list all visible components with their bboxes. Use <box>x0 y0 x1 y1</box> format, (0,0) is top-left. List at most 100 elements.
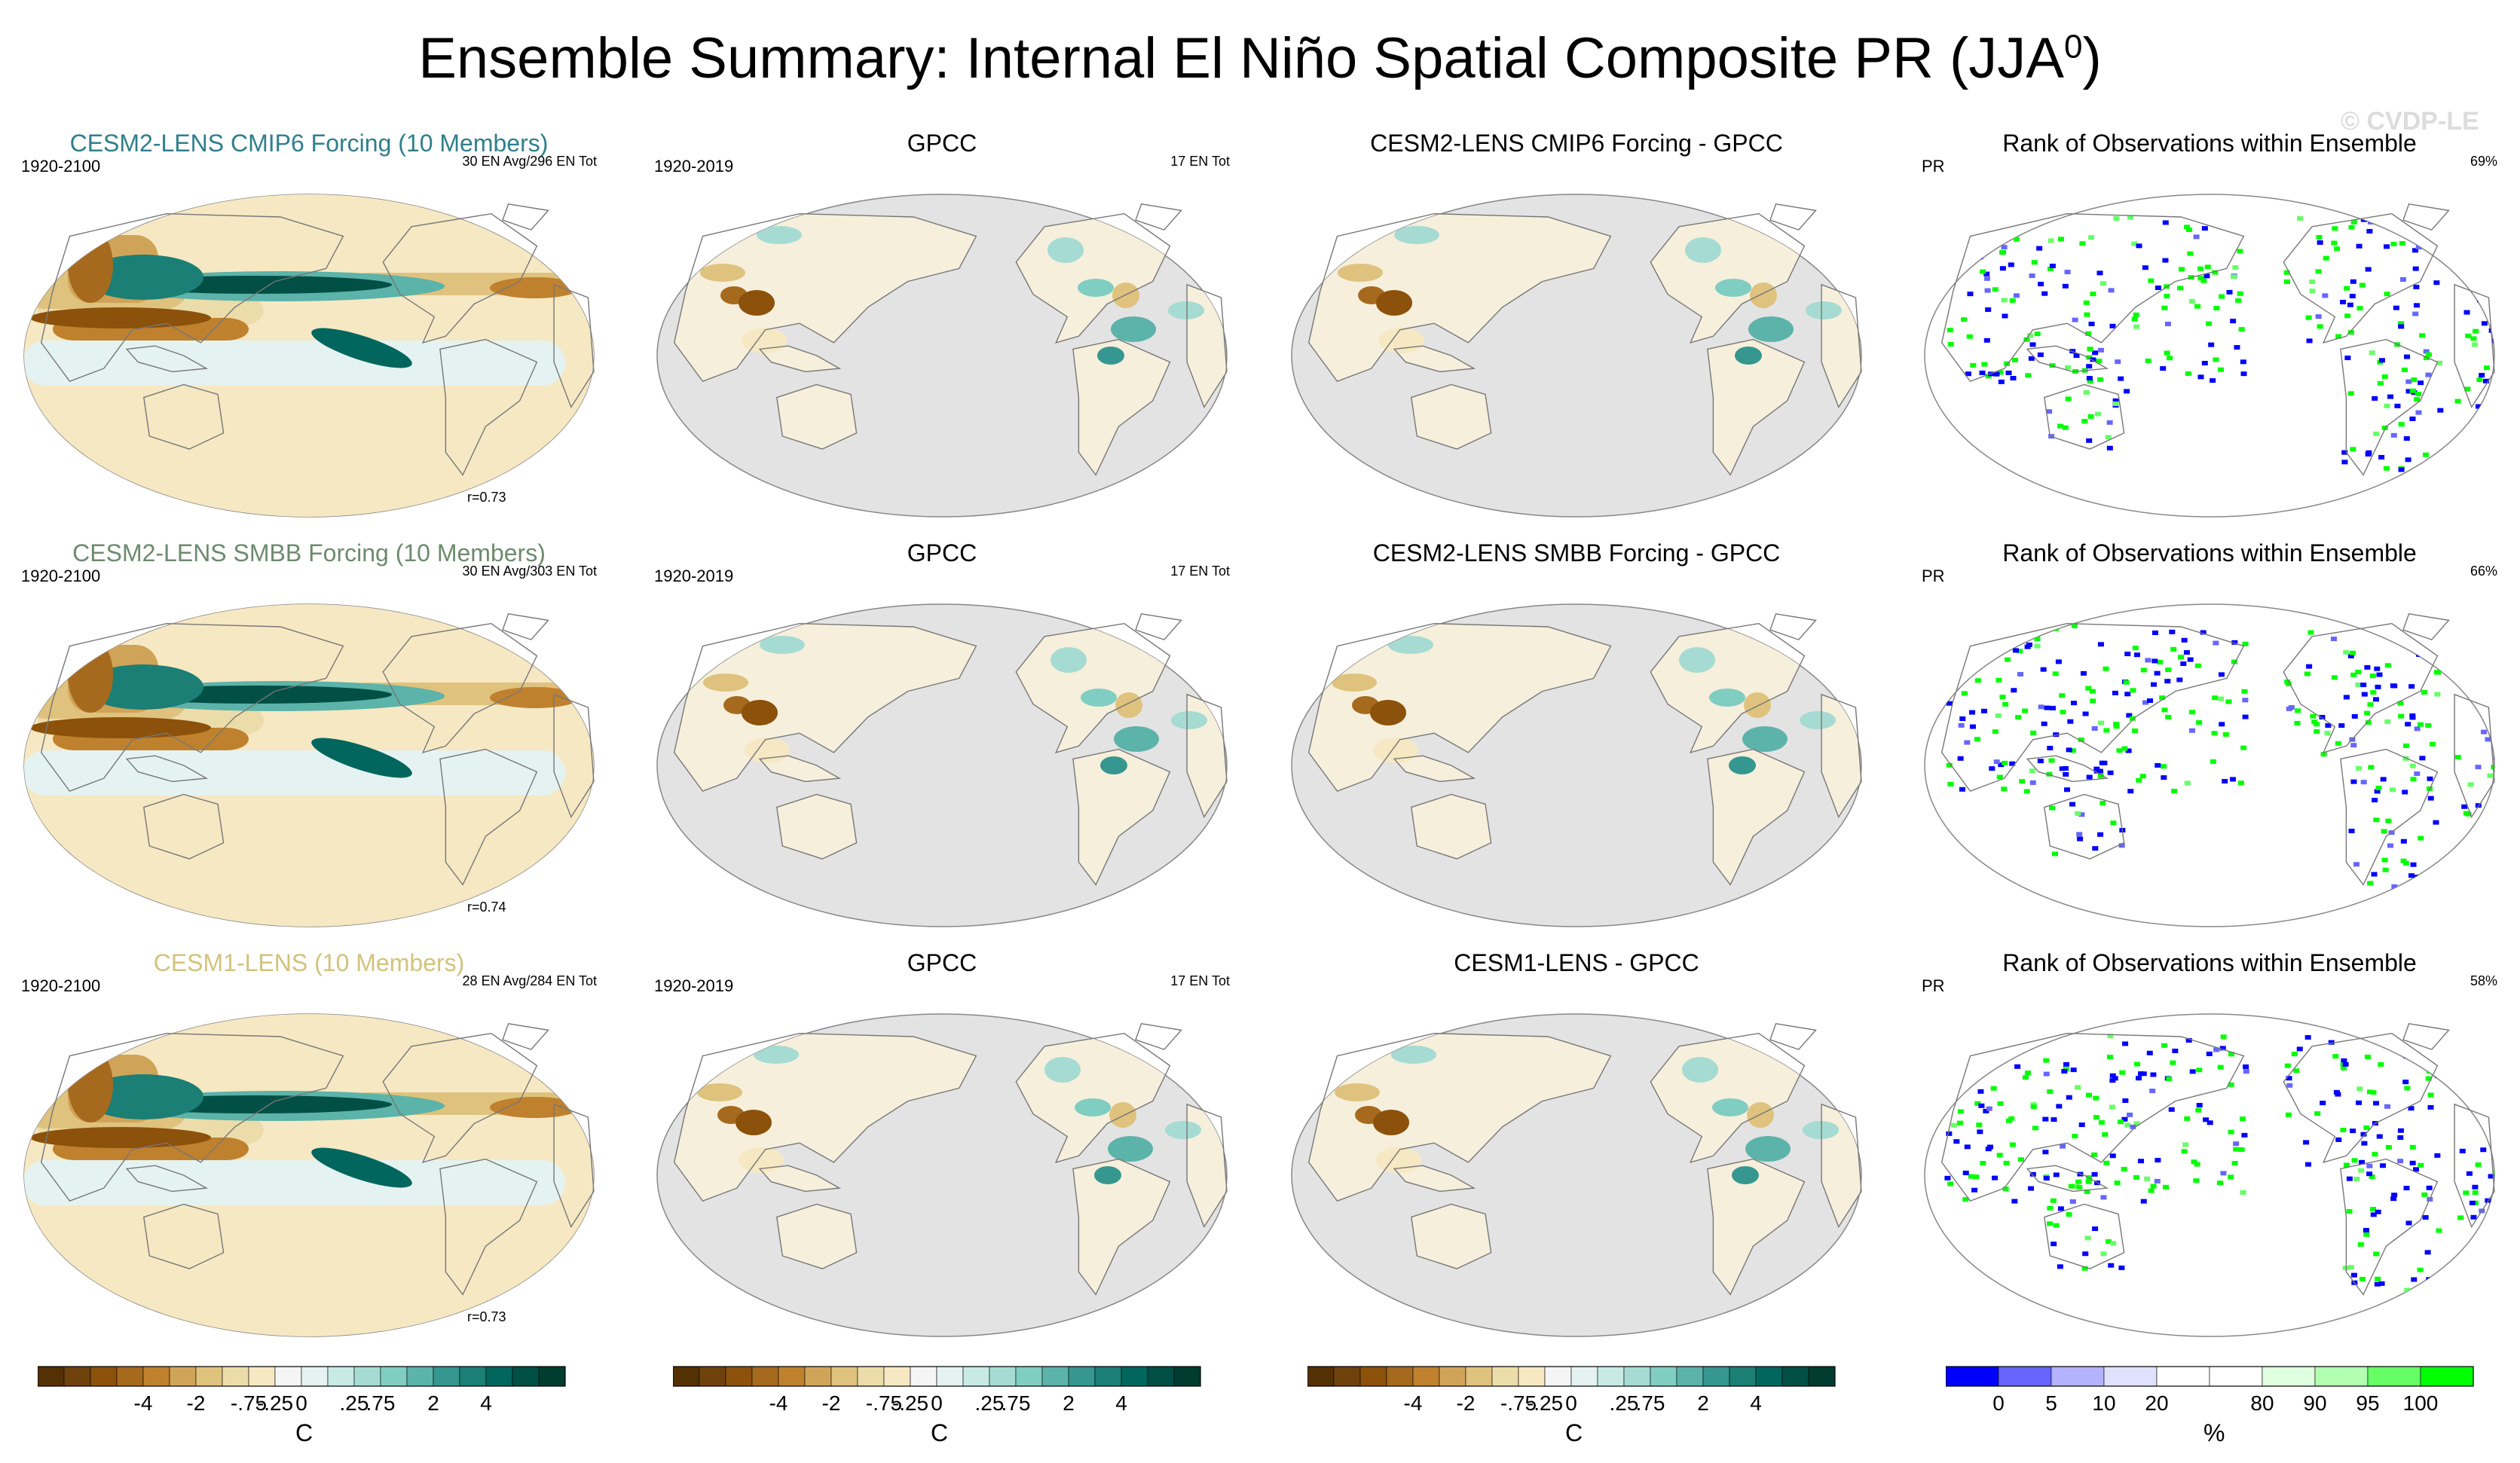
rank-cell <box>2187 657 2194 662</box>
map-field <box>24 604 594 927</box>
land-fill-3 <box>1411 384 1491 450</box>
rank-cell <box>2009 761 2016 766</box>
rank-cell <box>2472 1190 2479 1196</box>
landmass-1 <box>2283 212 2439 344</box>
period-label: 1920-2019 <box>654 157 734 176</box>
rank-cell <box>2420 631 2427 637</box>
rank-cell <box>1965 371 1971 377</box>
rank-cell <box>1952 661 1959 667</box>
colorbar-swatch <box>1781 1366 1809 1387</box>
rank-cell <box>2350 1272 2357 1278</box>
rank-cell <box>2424 1284 2431 1290</box>
event-count-label: 17 EN Tot <box>1170 154 1230 169</box>
rank-cell <box>2194 304 2200 309</box>
map-obs <box>656 1013 1228 1337</box>
rank-cell <box>2066 747 2072 753</box>
rank-cell <box>2315 269 2322 274</box>
colorbar-swatch <box>63 1366 91 1387</box>
rank-cell <box>2113 724 2120 729</box>
rank-cell <box>2330 637 2337 642</box>
rank-cell <box>2029 768 2035 774</box>
landmass-6 <box>1135 203 1182 231</box>
rank-cell <box>2491 300 2494 305</box>
rank-cell <box>2113 216 2120 221</box>
landmass-5 <box>758 345 842 373</box>
rank-cell <box>2374 789 2381 794</box>
rank-cell <box>2238 1147 2245 1152</box>
rank-cell <box>2161 1043 2167 1048</box>
rank-cell <box>2242 698 2249 703</box>
coastlines <box>673 203 1228 476</box>
rank-cell <box>1947 342 1954 347</box>
rank-cell <box>2470 336 2477 341</box>
rank-cell <box>2483 365 2490 371</box>
rank-cell <box>1958 722 1965 728</box>
landmass-2 <box>439 338 538 476</box>
anomaly-patch-5 <box>1114 726 1159 752</box>
rank-cell <box>2465 333 2472 338</box>
rank-cell <box>2034 637 2041 642</box>
rank-cell <box>2056 1104 2063 1109</box>
colorbar-swatch <box>1998 1366 2052 1387</box>
rank-cell <box>2418 1162 2424 1168</box>
rank-cell <box>2046 409 2053 414</box>
event-count-label: 28 EN Avg/284 EN Tot <box>462 973 597 988</box>
rank-cell <box>2378 358 2385 363</box>
rank-cell <box>2213 640 2219 646</box>
rank-cell <box>1980 269 1986 274</box>
rank-cell <box>2370 1207 2377 1212</box>
rank-cell <box>2230 319 2237 324</box>
rank-cell <box>2026 642 2032 647</box>
rank-cell <box>2091 1171 2098 1177</box>
rank-cell <box>2118 1265 2125 1270</box>
rank-cell <box>2355 683 2362 688</box>
rank-cell <box>1990 1086 1997 1091</box>
land-fill-3 <box>776 794 857 860</box>
rank-cell <box>2305 315 2312 320</box>
landmass-4 <box>553 693 595 819</box>
rank-cell <box>2109 1153 2116 1159</box>
rank-cell <box>2366 1089 2373 1095</box>
rank-cell <box>2405 379 2412 384</box>
rank-cell <box>2374 1281 2381 1287</box>
map-field <box>24 194 594 517</box>
rank-cell <box>2238 327 2245 332</box>
rank-cell <box>2350 743 2357 748</box>
rank-cell <box>2240 371 2247 377</box>
rank-cell <box>2017 1157 2024 1162</box>
map-diff <box>1291 603 1862 927</box>
rank-cell <box>2162 220 2169 225</box>
rank-cell <box>2075 811 2081 816</box>
rank-cell <box>2348 224 2355 230</box>
colorbar-tick-label: -4 <box>1404 1391 1423 1415</box>
rank-cell <box>2206 321 2213 326</box>
rank-cell <box>2487 773 2494 778</box>
rank-cell <box>2409 1055 2416 1061</box>
rank-cell <box>1946 701 1953 706</box>
rank-cell <box>2146 1050 2153 1055</box>
panel-r2-diff: CESM2-LENS SMBB Forcing - GPCC <box>1275 539 1878 946</box>
landmass-3 <box>143 1203 225 1269</box>
rank-cell <box>2348 829 2355 834</box>
rank-cell <box>2295 708 2301 713</box>
rank-cell <box>1959 716 1966 722</box>
anomaly-patch-9 <box>695 1049 722 1075</box>
rank-cell <box>2241 1132 2248 1138</box>
rank-cell <box>2382 867 2389 872</box>
rank-cell <box>2400 858 2407 863</box>
panel-r1-model: CESM2-LENS CMIP6 Forcing (10 Members) 192… <box>8 130 610 536</box>
rank-cell <box>2384 244 2390 249</box>
rank-cell <box>2090 698 2096 704</box>
rank-cell <box>2465 811 2472 817</box>
rank-cell <box>2418 835 2424 841</box>
rank-cell <box>2322 293 2329 298</box>
rank-cell <box>2384 403 2390 408</box>
rank-cell <box>2011 357 2018 362</box>
coastlines <box>1940 613 2495 886</box>
rank-cell <box>2105 435 2112 440</box>
rank-cell <box>2225 699 2232 704</box>
rank-cell <box>2154 1178 2161 1184</box>
rank-cell <box>2009 1142 2016 1147</box>
rank-cell <box>2037 352 2044 357</box>
rank-cell <box>2184 780 2191 786</box>
